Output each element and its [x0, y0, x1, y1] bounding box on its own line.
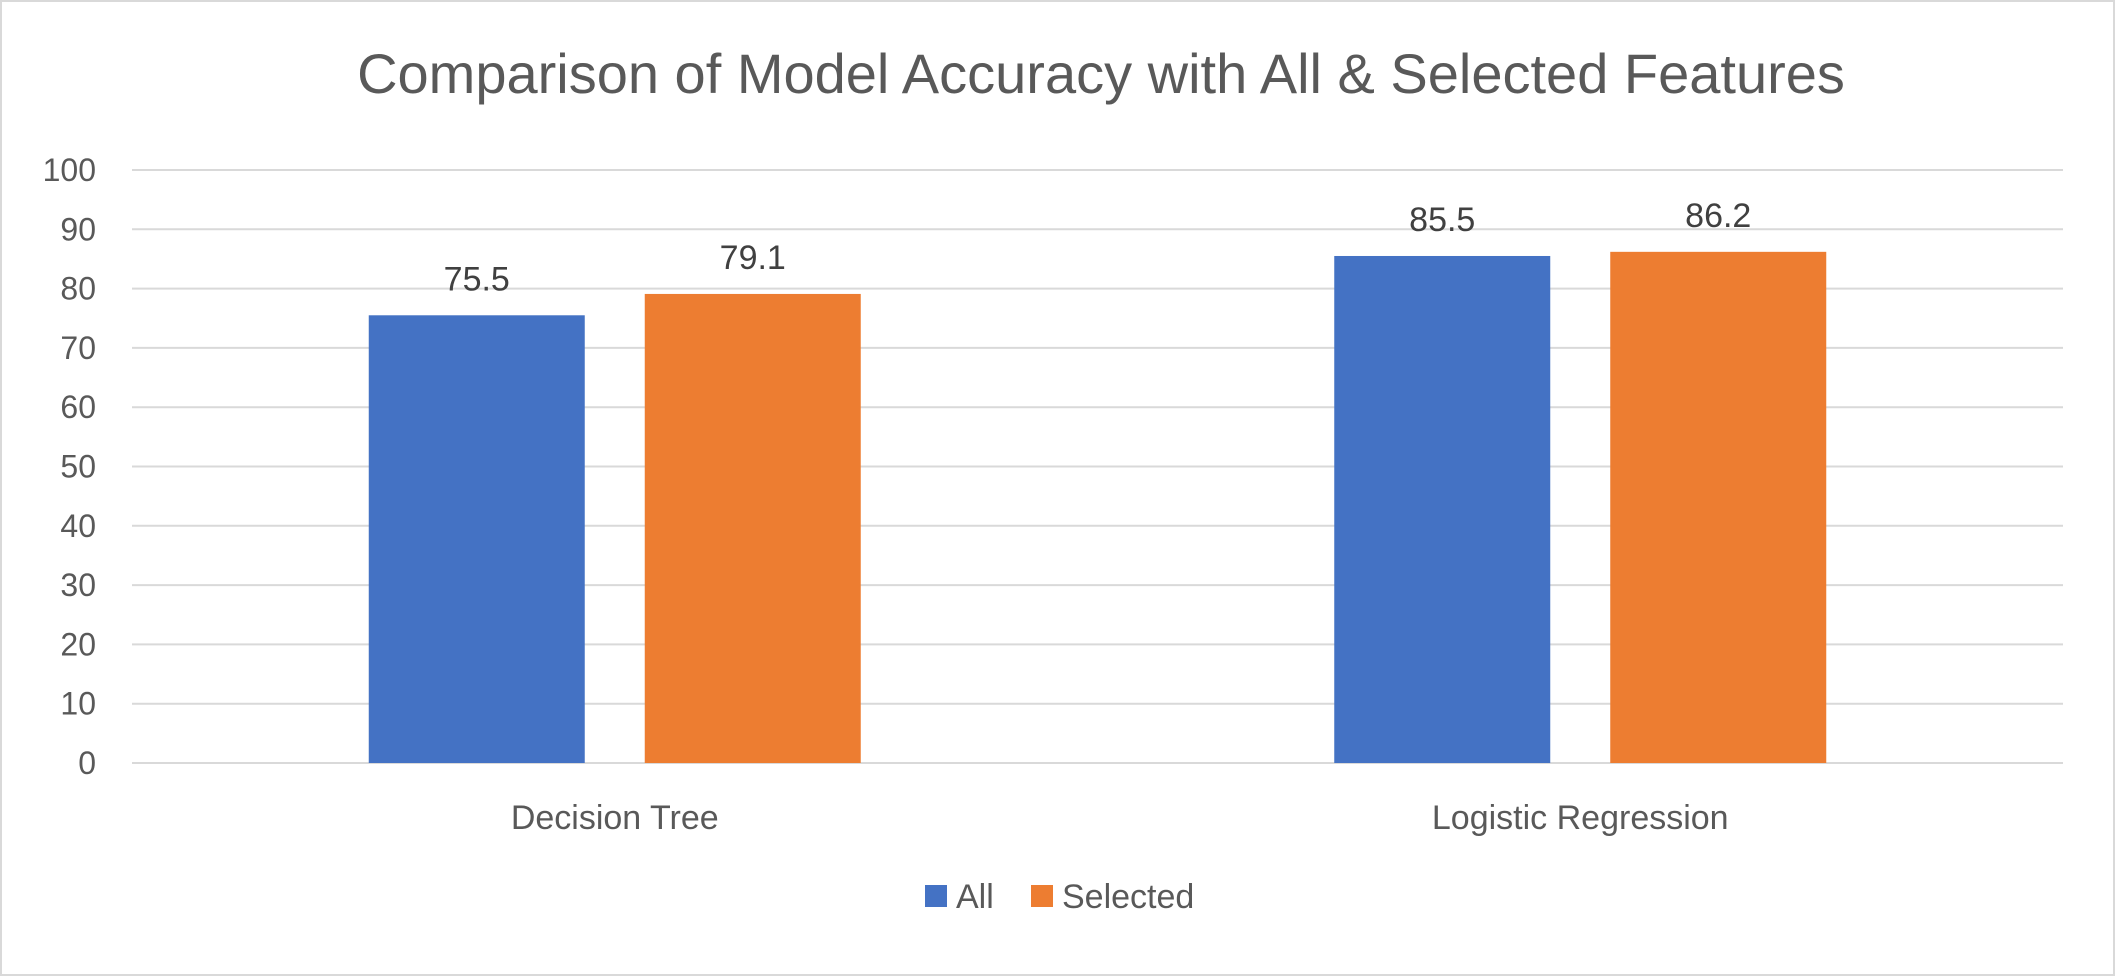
bar-all-decision-tree — [368, 315, 585, 763]
legend-label: All — [956, 878, 994, 916]
y-tick-label: 20 — [60, 626, 96, 662]
y-tick-label: 70 — [60, 330, 96, 366]
data-label: 85.5 — [1409, 201, 1475, 239]
y-axis-ticks: 0 10 20 30 40 50 60 70 80 90 100 — [43, 152, 96, 781]
y-tick-label: 50 — [60, 449, 96, 485]
x-category-label: Logistic Regression — [1432, 799, 1729, 837]
legend-swatch — [925, 885, 947, 907]
y-tick-label: 30 — [60, 567, 96, 603]
y-tick-label: 90 — [60, 211, 96, 247]
bars — [368, 251, 1827, 764]
y-tick-label: 60 — [60, 389, 96, 425]
data-label: 79.1 — [720, 239, 786, 277]
y-tick-label: 80 — [60, 271, 96, 307]
chart-title: Comparison of Model Accuracy with All & … — [357, 42, 1845, 105]
x-axis-categories: Decision Tree Logistic Regression — [511, 799, 1729, 837]
x-category-label: Decision Tree — [511, 799, 719, 837]
bar-selected-decision-tree — [644, 293, 861, 763]
data-labels: 75.5 79.1 85.5 86.2 — [444, 197, 1752, 298]
y-tick-label: 100 — [43, 152, 96, 188]
legend-label: Selected — [1062, 878, 1194, 916]
legend-swatch — [1031, 885, 1053, 907]
data-label: 75.5 — [444, 260, 510, 298]
data-label: 86.2 — [1685, 197, 1751, 235]
bar-all-logistic-regression — [1334, 255, 1551, 764]
bar-selected-logistic-regression — [1610, 251, 1827, 764]
y-tick-label: 10 — [60, 686, 96, 722]
legend: All Selected — [925, 878, 1194, 916]
y-tick-label: 0 — [78, 745, 96, 781]
y-tick-label: 40 — [60, 508, 96, 544]
